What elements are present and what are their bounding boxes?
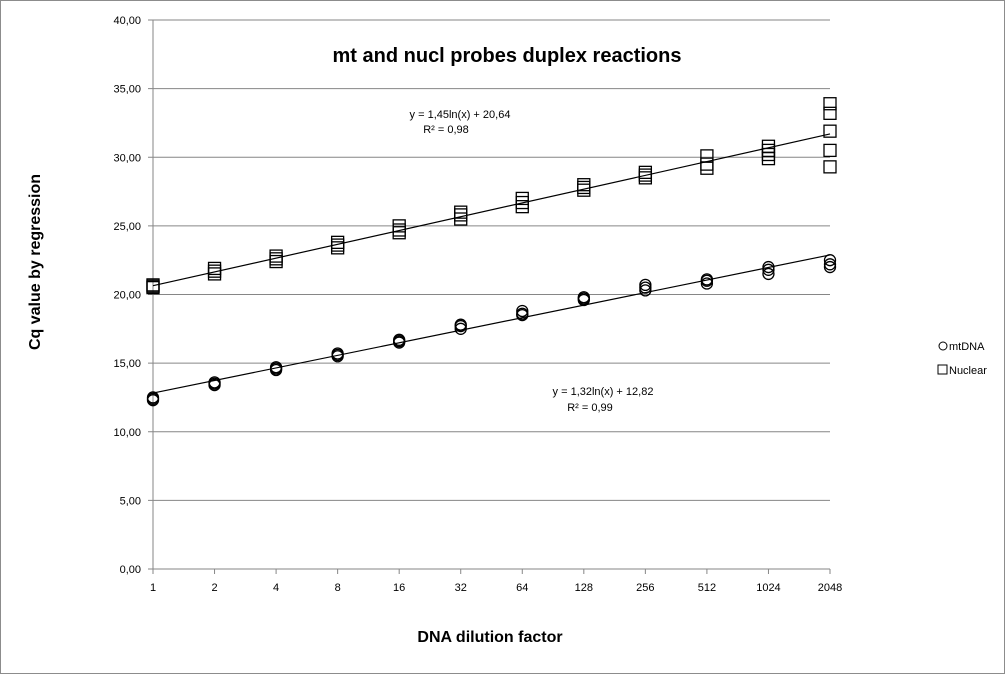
x-tick-label: 2 [211, 582, 217, 594]
nuclear-point [454, 208, 468, 222]
nuclear-point [454, 205, 468, 219]
trendlines [152, 133, 831, 394]
x-tick-label: 1024 [756, 582, 780, 594]
y-tick-label: 0,00 [120, 564, 141, 576]
mtdna-point [516, 304, 529, 318]
nuclear-point [207, 261, 222, 276]
mtdna-point [762, 260, 775, 274]
nuclear-point [638, 165, 653, 179]
mtdna-point [577, 291, 590, 304]
gridlines [148, 19, 831, 574]
nuclear-point [761, 139, 776, 153]
nuclear-point [330, 235, 345, 249]
y-tick-label: 30,00 [113, 152, 141, 164]
x-tick-label: 1 [150, 582, 156, 594]
mtdna-point [700, 273, 714, 286]
x-axis-title: DNA dilution factor [417, 629, 562, 646]
mtdna-trend-r2: R² = 0,99 [567, 402, 613, 414]
x-tick-label: 32 [455, 582, 467, 594]
y-tick-labels: 0,00 5,00 10,00 15,00 20,00 25,00 30,00 35,00 40… [113, 15, 141, 576]
nuclear-point [577, 178, 591, 192]
nuclear-point [823, 97, 837, 111]
nuclear-point [761, 151, 776, 166]
legend-mtdna-marker [938, 341, 948, 351]
mtdna-point [393, 333, 406, 346]
y-tick-label: 25,00 [113, 221, 141, 233]
nuclear-point [454, 212, 468, 226]
nuclear-point [577, 180, 591, 195]
x-tick-label: 256 [636, 582, 654, 594]
nuclear-trendline [152, 133, 831, 287]
nuclear-point [515, 191, 529, 206]
nuclear-point [823, 106, 837, 120]
nuclear-point [700, 149, 714, 163]
x-tick-label: 2048 [818, 582, 842, 594]
mtdna-point [762, 267, 775, 281]
x-tick-labels: 1 2 4 8 16 32 64 128 256 512 1024 2048 [150, 582, 842, 594]
legend: mtDNA Nuclear [937, 341, 987, 377]
mtdna-point [639, 281, 652, 294]
data-points [146, 97, 837, 407]
nuclear-point [146, 278, 160, 292]
x-tick-label: 128 [575, 582, 593, 594]
chart-title: mt and nucl probes duplex reactions [333, 45, 682, 67]
nuclear-point [823, 143, 837, 158]
y-tick-label: 5,00 [120, 495, 141, 507]
mtdna-point [639, 278, 652, 292]
mtdna-point [823, 254, 837, 267]
nuclear-point [392, 219, 406, 233]
y-tick-label: 15,00 [113, 358, 141, 370]
nuclear-point [269, 249, 283, 263]
mtdna-trend-equation: y = 1,32ln(x) + 12,82 [553, 386, 654, 398]
x-tick-label: 512 [698, 582, 716, 594]
axes [152, 20, 830, 570]
nuclear-point [761, 147, 776, 162]
nuclear-point [823, 160, 837, 174]
y-tick-label: 40,00 [113, 15, 141, 27]
nuclear-point [392, 226, 406, 240]
nuclear-point [823, 124, 837, 138]
mtdna-point [331, 347, 344, 360]
nuclear-point [700, 157, 714, 171]
nuclear-trend-r2: R² = 0,98 [423, 124, 469, 136]
mtdna-point [146, 391, 160, 404]
x-tick-label: 64 [516, 582, 528, 594]
x-tick-label: 4 [273, 582, 279, 594]
nuclear-point [700, 161, 714, 175]
y-axis-title: Cq value by regression [27, 174, 44, 350]
x-tick-label: 16 [393, 582, 405, 594]
mtdna-point [208, 376, 221, 389]
nuclear-trend-equation: y = 1,45ln(x) + 20,64 [410, 109, 511, 121]
x-tick-label: 8 [335, 582, 341, 594]
legend-nuclear-marker [937, 364, 948, 375]
y-tick-label: 10,00 [113, 427, 141, 439]
y-tick-label: 35,00 [113, 84, 141, 96]
mtdna-point [269, 361, 283, 374]
legend-mtdna-label: mtDNA [949, 341, 985, 353]
legend-nuclear-label: Nuclear [949, 365, 987, 377]
nuclear-point [761, 143, 776, 158]
mtdna-point [823, 258, 837, 271]
mtdna-trendline [152, 254, 831, 394]
y-tick-label: 20,00 [113, 290, 141, 302]
mtdna-point [454, 318, 467, 331]
